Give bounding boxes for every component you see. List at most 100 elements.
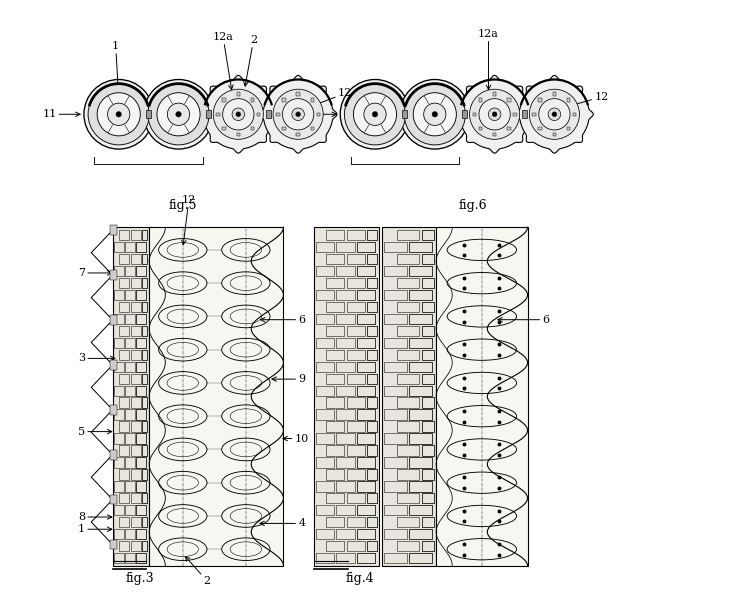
Bar xyxy=(357,314,375,324)
Bar xyxy=(336,505,355,516)
Bar xyxy=(367,541,377,551)
Text: 2: 2 xyxy=(185,557,211,586)
Circle shape xyxy=(144,80,213,149)
Bar xyxy=(409,242,432,252)
Polygon shape xyxy=(200,75,278,153)
Bar xyxy=(346,254,365,264)
Bar xyxy=(357,362,375,372)
Bar xyxy=(397,254,419,264)
Bar xyxy=(397,541,419,551)
Bar xyxy=(346,445,365,455)
Bar xyxy=(206,110,211,118)
Bar xyxy=(367,230,377,240)
Circle shape xyxy=(470,89,520,139)
Bar xyxy=(110,360,118,370)
Polygon shape xyxy=(456,75,533,153)
Bar xyxy=(136,386,146,396)
Bar xyxy=(130,470,141,479)
Bar xyxy=(384,290,406,300)
Circle shape xyxy=(213,89,263,139)
Bar xyxy=(409,553,432,563)
Bar xyxy=(251,98,254,102)
Bar xyxy=(326,230,344,240)
Bar xyxy=(136,362,146,372)
Circle shape xyxy=(340,80,410,149)
Bar xyxy=(251,127,254,131)
Bar xyxy=(114,457,124,468)
Bar xyxy=(336,338,355,348)
Bar xyxy=(142,302,148,312)
Circle shape xyxy=(107,103,130,126)
Bar xyxy=(236,93,240,96)
Bar xyxy=(136,314,146,324)
Bar xyxy=(316,457,334,468)
Bar xyxy=(357,290,375,300)
Bar xyxy=(409,362,432,372)
Bar xyxy=(130,302,141,312)
Circle shape xyxy=(273,89,323,139)
Bar xyxy=(346,493,365,503)
Bar xyxy=(397,493,419,503)
Bar xyxy=(422,517,434,527)
Bar xyxy=(422,302,434,312)
Text: 4: 4 xyxy=(260,519,305,528)
Bar xyxy=(357,290,375,300)
Bar xyxy=(114,314,124,324)
Bar xyxy=(346,517,365,527)
Bar xyxy=(282,127,286,131)
Bar xyxy=(422,349,434,360)
Bar xyxy=(367,302,377,312)
Bar xyxy=(346,302,365,312)
Text: 12a: 12a xyxy=(478,29,499,89)
Bar xyxy=(125,433,135,444)
Bar xyxy=(142,373,148,384)
Bar xyxy=(130,397,141,408)
Text: 12a: 12a xyxy=(212,32,233,89)
Circle shape xyxy=(372,112,378,117)
Bar xyxy=(282,98,286,102)
Bar xyxy=(136,481,146,492)
Bar xyxy=(384,481,406,492)
Bar xyxy=(367,349,377,360)
Bar xyxy=(142,397,148,408)
Bar xyxy=(110,539,118,549)
Bar xyxy=(142,421,148,432)
Bar xyxy=(409,505,432,516)
Bar xyxy=(367,373,377,384)
Bar xyxy=(130,326,141,336)
Bar xyxy=(397,349,419,360)
Text: 10: 10 xyxy=(283,433,309,444)
Bar xyxy=(409,457,432,468)
Bar xyxy=(142,349,148,360)
Bar xyxy=(326,493,344,503)
Bar xyxy=(384,242,406,252)
Bar xyxy=(422,254,434,264)
Bar xyxy=(409,290,432,300)
Bar xyxy=(409,529,432,539)
Bar xyxy=(409,266,432,276)
Bar xyxy=(119,421,130,432)
Bar xyxy=(553,93,556,96)
Bar xyxy=(382,227,436,566)
Text: 11: 11 xyxy=(298,109,336,120)
Bar xyxy=(357,409,375,420)
Bar xyxy=(346,470,365,479)
Bar xyxy=(142,421,148,432)
Bar xyxy=(357,505,375,516)
Circle shape xyxy=(530,89,580,139)
Polygon shape xyxy=(260,75,337,153)
Bar xyxy=(136,529,146,539)
Bar xyxy=(346,397,365,408)
Bar xyxy=(130,493,141,503)
Bar xyxy=(367,349,377,360)
Bar xyxy=(316,386,334,396)
Bar xyxy=(367,230,377,240)
Circle shape xyxy=(488,108,501,121)
Bar xyxy=(114,290,124,300)
Bar xyxy=(397,397,419,408)
Bar xyxy=(409,242,432,252)
Bar xyxy=(119,373,130,384)
Bar xyxy=(136,338,146,348)
Bar xyxy=(119,541,130,551)
Bar xyxy=(136,362,146,372)
